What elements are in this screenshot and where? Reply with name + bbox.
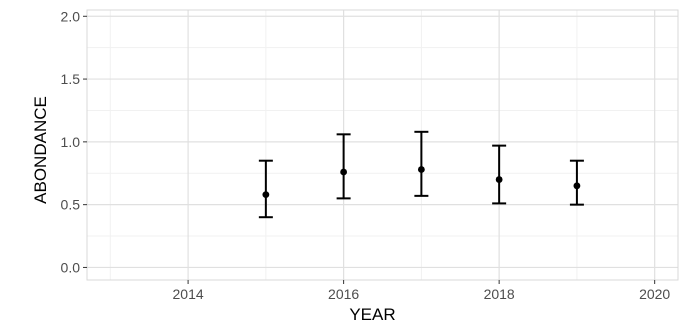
y-tick-label: 1.5 [61, 71, 81, 87]
data-point [262, 191, 270, 199]
data-point [495, 176, 503, 183]
data-point [417, 166, 425, 173]
grid-minor [87, 10, 678, 280]
y-axis-title: ABONDANCE [31, 96, 50, 204]
y-tick-label: 0.0 [61, 259, 81, 275]
y-axis-ticks: 0.0 0.5 1.0 1.5 2.0 [61, 8, 87, 275]
x-axis-title: YEAR [349, 305, 395, 324]
x-tick-label: 2018 [484, 286, 515, 302]
error-bars [258, 130, 584, 219]
x-axis-ticks: 2014 2016 2018 2020 [173, 280, 670, 302]
data-points [262, 166, 581, 199]
data-point [573, 182, 581, 190]
y-tick-label: 2.0 [61, 8, 81, 24]
y-tick-label: 1.0 [61, 134, 81, 150]
y-tick-label: 0.5 [61, 197, 81, 213]
x-tick-label: 2014 [173, 286, 204, 302]
data-point [340, 168, 348, 176]
x-tick-label: 2016 [328, 286, 359, 302]
panel-border [86, 9, 679, 281]
x-tick-label: 2020 [639, 286, 670, 302]
